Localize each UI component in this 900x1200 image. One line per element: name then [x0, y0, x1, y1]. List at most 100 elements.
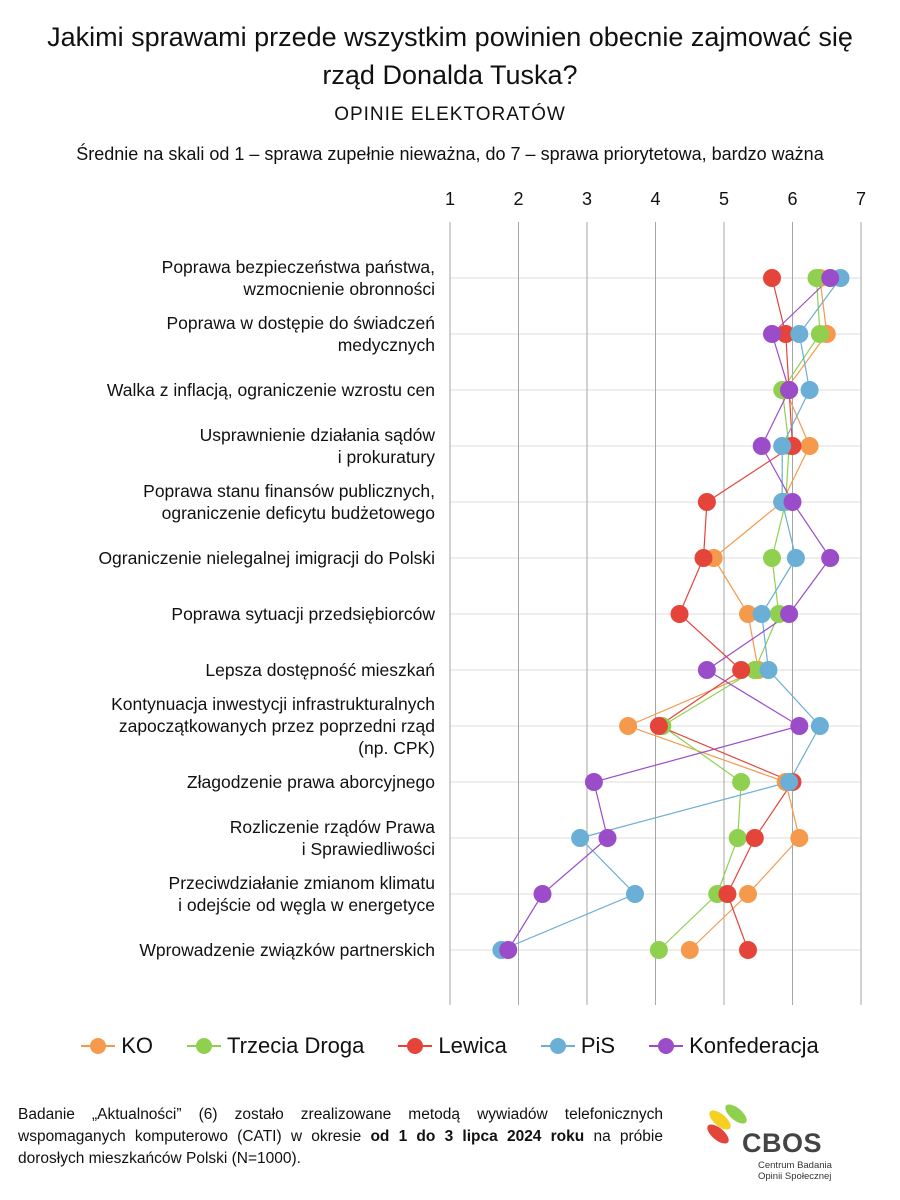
legend-label: Lewica: [438, 1033, 507, 1058]
x-axis-ticks: 1 2 3 4 5 6 7: [445, 189, 866, 209]
footnote: Badanie „Aktualności” (6) zostało zreali…: [18, 1104, 663, 1170]
category-label-line: Usprawnienie działania sądów: [200, 425, 436, 445]
category-label-line: Kontynuacja inwestycji infrastrukturalny…: [111, 694, 435, 714]
category-label: Poprawa w dostępie do świadczeń medycznyc…: [167, 313, 436, 355]
data-point-pis: [790, 325, 809, 343]
category-label-line: Poprawa sytuacji przedsiębiorców: [171, 604, 435, 624]
x-tick-label: 1: [445, 189, 455, 209]
series-points: [492, 269, 850, 959]
legend-marker-dot: [90, 1038, 107, 1054]
legend-label: Konfederacja: [689, 1033, 819, 1058]
category-label-line: ograniczenie deficytu budżetowego: [162, 503, 435, 523]
category-label-line: Ograniczenie nielegalnej imigracji do Po…: [98, 548, 435, 568]
category-label-line: medycznych: [338, 335, 435, 355]
chart-subtitle: OPINIE ELEKTORATÓW: [334, 104, 566, 125]
data-point-konfederacja: [697, 661, 716, 679]
category-label-line: Przeciwdziałanie zmianom klimatu: [169, 873, 435, 893]
data-point-pis: [810, 717, 829, 735]
legend-marker-dot: [549, 1038, 566, 1054]
category-label-line: Wprowadzenie związków partnerskich: [139, 940, 435, 960]
legend-label: KO: [121, 1033, 154, 1058]
data-point-ko: [790, 829, 809, 847]
data-point-trzecia-droga: [745, 661, 764, 679]
category-label-line: Poprawa w dostępie do świadczeń: [167, 313, 436, 333]
data-point-pis: [626, 885, 644, 903]
footnote-text-1: Badanie „Aktualności” (6) zostało zreali…: [18, 1106, 663, 1145]
cbos-logo: CBOS Centrum Badania Opinii Społecznej: [706, 1098, 866, 1182]
dot-plot-chart: 1 2 3 4 5 6 7 Poprawa bezpieczeństwa państwa, w…: [98, 189, 866, 1005]
data-point-pis: [571, 829, 590, 847]
category-label-line: zapoczątkowanych przez poprzedni rząd: [119, 716, 435, 736]
legend-marker: [187, 1036, 222, 1056]
logo-subtitle-line1: Centrum Badania: [758, 1160, 832, 1171]
data-point-trzecia-droga: [728, 829, 747, 847]
category-label: Kontynuacja inwestycji infrastrukturalny…: [111, 694, 435, 758]
data-point-pis: [780, 773, 799, 791]
data-point-pis: [800, 381, 819, 399]
data-point-konfederacja: [584, 773, 603, 791]
data-point-konfederacja: [783, 493, 802, 511]
legend-marker: [398, 1036, 433, 1056]
data-point-lewica: [694, 549, 713, 567]
category-label-line: Lepsza dostępność mieszkań: [205, 660, 435, 680]
data-point-lewica: [763, 269, 781, 287]
category-label: Walka z inflacją, ograniczenie wzrostu c…: [107, 380, 435, 400]
legend-marker-dot: [407, 1038, 424, 1054]
legend-marker: [81, 1036, 116, 1056]
x-tick-label: 4: [650, 189, 660, 209]
category-label: Wprowadzenie związków partnerskich: [139, 940, 435, 960]
category-labels: Poprawa bezpieczeństwa państwa, wzmocnien…: [98, 257, 435, 960]
legend-marker-dot: [658, 1038, 675, 1054]
legend: KO Trzecia Droga Lewica PiS Konfederacja: [0, 1030, 900, 1062]
x-tick-label: 3: [582, 189, 592, 209]
data-point-pis: [786, 549, 805, 567]
data-point-trzecia-droga: [810, 325, 829, 343]
legend-marker: [540, 1036, 575, 1056]
data-point-konfederacja: [499, 941, 518, 959]
chart-title: Jakimi sprawami przede wszystkim powinie…: [47, 22, 853, 90]
scale-note: Średnie na skali od 1 – sprawa zupełnie …: [76, 144, 824, 164]
category-label-line: (np. CPK): [358, 738, 435, 758]
data-point-pis: [752, 605, 771, 623]
data-point-konfederacja: [821, 549, 840, 567]
data-point-ko: [619, 717, 638, 735]
data-point-konfederacja: [780, 605, 799, 623]
legend-label: PiS: [580, 1033, 616, 1058]
category-label-line: Poprawa bezpieczeństwa państwa,: [162, 257, 435, 277]
category-label: Poprawa stanu finansów publicznych, ogran…: [143, 481, 435, 523]
data-point-konfederacja: [752, 437, 771, 455]
category-label-line: i prokuratury: [338, 447, 436, 467]
data-point-ko: [680, 941, 699, 959]
cbos-logo-mark: [707, 1104, 747, 1144]
data-point-ko: [739, 885, 757, 903]
data-point-lewica: [697, 493, 716, 511]
x-tick-label: 6: [787, 189, 797, 209]
data-point-pis: [773, 437, 792, 455]
data-point-lewica: [718, 885, 737, 903]
legend-marker: [649, 1036, 684, 1056]
data-point-trzecia-droga: [649, 941, 668, 959]
data-point-konfederacja: [780, 381, 799, 399]
category-label: Rozliczenie rządów Prawa i Sprawiedliwośc…: [230, 817, 435, 859]
category-label: Poprawa sytuacji przedsiębiorców: [171, 604, 435, 624]
category-label-line: Złagodzenie prawa aborcyjnego: [187, 772, 435, 792]
legend-item-pis: PiS: [540, 1030, 616, 1062]
category-label: Ograniczenie nielegalnej imigracji do Po…: [98, 548, 435, 568]
category-label: Przeciwdziałanie zmianom klimatu i odejśc…: [169, 873, 435, 915]
data-point-ko: [739, 605, 757, 623]
category-label-line: i Sprawiedliwości: [302, 839, 435, 859]
data-point-trzecia-droga: [807, 269, 826, 287]
data-point-trzecia-droga: [763, 549, 781, 567]
legend-item-trzecia-droga: Trzecia Droga: [187, 1030, 364, 1062]
category-label: Lepsza dostępność mieszkań: [205, 660, 435, 680]
category-label: Usprawnienie działania sądów i prokuratur…: [200, 425, 436, 467]
data-point-lewica: [732, 661, 751, 679]
data-point-lewica: [649, 717, 668, 735]
logo-subtitle-line2: Opinii Społecznej: [758, 1171, 832, 1182]
data-point-konfederacja: [790, 717, 809, 735]
data-point-pis: [759, 661, 778, 679]
data-point-konfederacja: [763, 325, 781, 343]
x-tick-label: 5: [719, 189, 729, 209]
category-label-line: Rozliczenie rządów Prawa: [230, 817, 435, 837]
data-point-konfederacja: [533, 885, 552, 903]
